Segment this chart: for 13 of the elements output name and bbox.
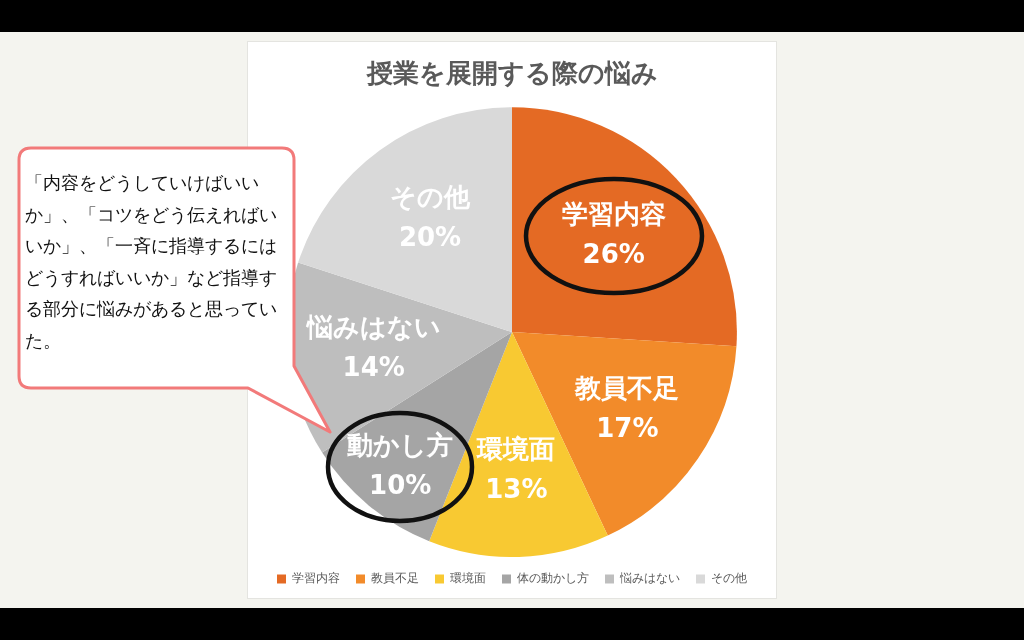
legend-label: 教員不足 bbox=[371, 571, 419, 586]
legend-label: 学習内容 bbox=[292, 571, 340, 586]
data-label: 教員不足 17% bbox=[574, 373, 680, 444]
data-label: 環境面 13% bbox=[476, 434, 556, 505]
chart-title: 授業を展開する際の悩み bbox=[365, 58, 658, 89]
legend-label: その他 bbox=[711, 571, 747, 586]
legend-label: 体の動かし方 bbox=[517, 571, 589, 586]
data-label: 動かし方 10% bbox=[346, 430, 454, 501]
legend-label: 悩みはない bbox=[619, 571, 680, 586]
legend-label: 環境面 bbox=[450, 571, 486, 586]
text: 「内容をどうしていけばいいか」、「コツをどう伝えればいいか」、「一斉に指導するにはどうすればいいか」など指導する部分に悩みがあると思っていた。 bbox=[25, 171, 278, 353]
data-label: 悩みはない 14% bbox=[304, 312, 441, 383]
data-label: 学習内容 26% bbox=[561, 199, 666, 270]
